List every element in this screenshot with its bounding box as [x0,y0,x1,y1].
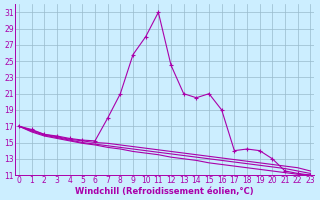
X-axis label: Windchill (Refroidissement éolien,°C): Windchill (Refroidissement éolien,°C) [76,187,254,196]
